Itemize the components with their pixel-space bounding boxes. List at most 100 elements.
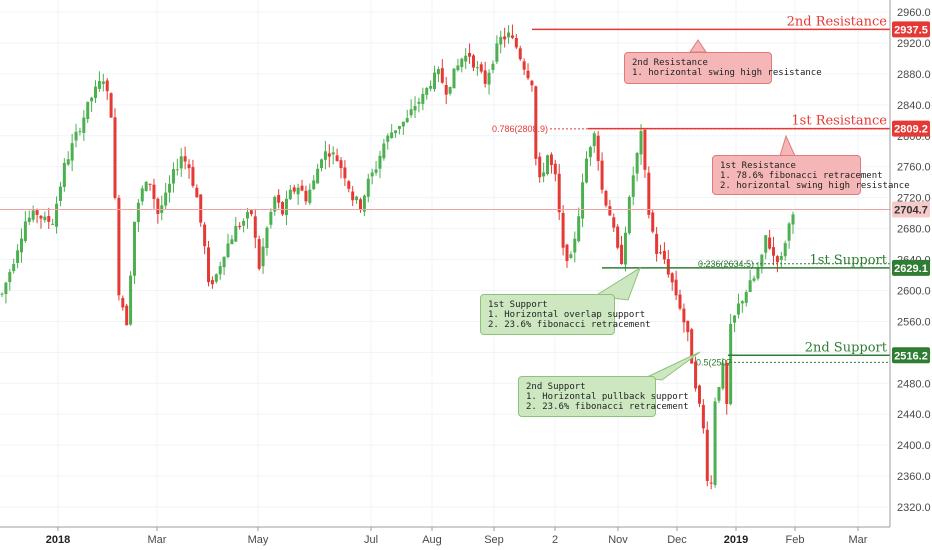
candle[interactable] <box>113 117 117 198</box>
candle[interactable] <box>495 43 499 62</box>
candle[interactable] <box>546 155 550 175</box>
candle[interactable] <box>733 315 737 323</box>
candle[interactable] <box>639 131 643 155</box>
candle[interactable] <box>378 155 382 169</box>
candle[interactable] <box>542 172 546 177</box>
candle[interactable] <box>74 131 78 141</box>
candle[interactable] <box>347 181 351 189</box>
candle[interactable] <box>522 61 526 70</box>
candle[interactable] <box>323 151 327 160</box>
candle[interactable] <box>620 244 624 265</box>
candle[interactable] <box>109 93 113 118</box>
candle[interactable] <box>27 217 31 222</box>
candle[interactable] <box>362 195 366 212</box>
candle[interactable] <box>760 254 764 267</box>
candle[interactable] <box>316 168 320 184</box>
candle[interactable] <box>510 35 514 38</box>
candle[interactable] <box>222 256 226 268</box>
candle[interactable] <box>772 247 776 256</box>
candle[interactable] <box>148 183 152 185</box>
candle[interactable] <box>390 132 394 139</box>
candle[interactable] <box>674 279 678 296</box>
candle[interactable] <box>132 221 136 276</box>
candle[interactable] <box>253 216 257 238</box>
candle[interactable] <box>752 278 756 281</box>
candle[interactable] <box>31 210 35 220</box>
candle[interactable] <box>561 212 565 248</box>
candle[interactable] <box>281 202 285 215</box>
res1-annotation[interactable]: 1st Resistance 1. 78.6% fibonacci retrac… <box>712 155 910 195</box>
candle[interactable] <box>51 223 55 225</box>
candle[interactable] <box>479 64 483 72</box>
candle[interactable] <box>183 156 187 162</box>
candle[interactable] <box>129 275 133 325</box>
candle[interactable] <box>320 159 324 169</box>
candle[interactable] <box>584 158 588 183</box>
candle[interactable] <box>690 329 694 364</box>
candle[interactable] <box>588 147 592 158</box>
candle[interactable] <box>507 32 511 38</box>
candle[interactable] <box>35 210 39 215</box>
candle[interactable] <box>136 202 140 223</box>
candle[interactable] <box>191 167 195 186</box>
candle[interactable] <box>273 196 277 212</box>
candle[interactable] <box>156 198 160 214</box>
candle[interactable] <box>409 109 413 116</box>
candle[interactable] <box>117 197 121 296</box>
candle[interactable] <box>623 232 627 265</box>
candle[interactable] <box>164 192 168 206</box>
candle[interactable] <box>78 131 82 133</box>
candle[interactable] <box>530 80 534 86</box>
candle[interactable] <box>62 163 66 188</box>
candle[interactable] <box>538 156 542 178</box>
candle[interactable] <box>245 212 249 219</box>
candle[interactable] <box>125 305 129 326</box>
candle[interactable] <box>425 87 429 95</box>
candle[interactable] <box>234 226 238 242</box>
candle[interactable] <box>210 280 214 285</box>
candle[interactable] <box>433 72 437 90</box>
candle[interactable] <box>97 81 101 89</box>
candle[interactable] <box>717 387 721 401</box>
candle[interactable] <box>526 70 530 79</box>
candle[interactable] <box>736 303 740 315</box>
candle[interactable] <box>647 172 651 215</box>
candle[interactable] <box>421 93 425 104</box>
candle[interactable] <box>577 216 581 242</box>
candle[interactable] <box>203 224 207 247</box>
candle[interactable] <box>179 156 183 169</box>
candle[interactable] <box>553 163 557 175</box>
candle[interactable] <box>90 97 94 102</box>
candle[interactable] <box>168 183 172 193</box>
candle[interactable] <box>94 86 98 98</box>
candle[interactable] <box>592 133 596 147</box>
candle[interactable] <box>370 172 374 177</box>
candle[interactable] <box>335 155 339 162</box>
candle[interactable] <box>101 81 105 84</box>
candle[interactable] <box>47 216 51 222</box>
candle[interactable] <box>662 250 666 260</box>
candle[interactable] <box>55 203 59 227</box>
candle[interactable] <box>238 225 242 228</box>
candle[interactable] <box>701 404 705 429</box>
candle[interactable] <box>195 187 199 198</box>
candle[interactable] <box>397 126 401 129</box>
candle[interactable] <box>43 216 47 221</box>
candle[interactable] <box>230 239 234 245</box>
candle[interactable] <box>697 385 701 404</box>
candle[interactable] <box>257 239 261 269</box>
candle[interactable] <box>471 55 475 68</box>
candle[interactable] <box>405 118 409 123</box>
candle[interactable] <box>358 199 362 210</box>
candle[interactable] <box>86 101 90 120</box>
candle[interactable] <box>140 188 144 202</box>
candle[interactable] <box>300 185 304 191</box>
candle[interactable] <box>682 308 686 323</box>
candle[interactable] <box>386 135 390 142</box>
candle[interactable] <box>448 86 452 94</box>
candle[interactable] <box>725 362 729 405</box>
candle[interactable] <box>265 227 269 248</box>
candle[interactable] <box>783 243 787 257</box>
candle[interactable] <box>296 187 300 195</box>
